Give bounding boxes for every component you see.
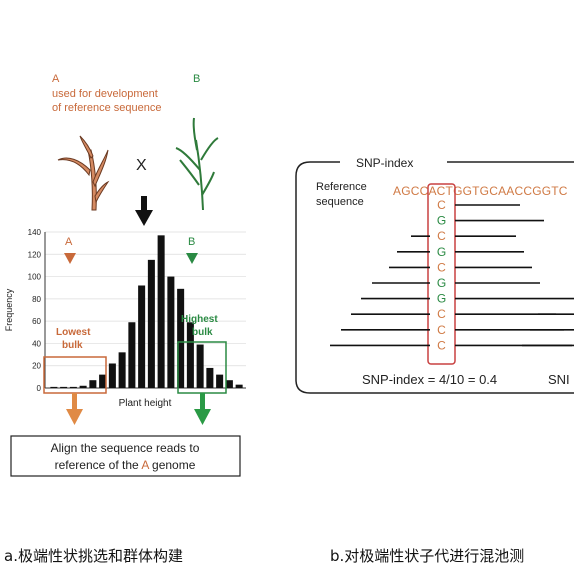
snp-letter: C [437, 307, 446, 321]
align-box-line1: Align the sequence reads to [51, 441, 200, 455]
align-box-line2-post: genome [149, 458, 196, 472]
y-tick-label: 20 [32, 362, 41, 371]
histogram-bar [118, 352, 126, 388]
snp-panel-title: SNP-index [356, 156, 413, 170]
histogram-bar [99, 374, 107, 388]
snp-column-highlight [427, 183, 456, 365]
parent-a-desc-line1: used for development [52, 88, 158, 100]
histogram-bar [60, 386, 68, 388]
histogram-bar [108, 363, 116, 388]
aligned-reads [330, 204, 574, 347]
y-tick-label: 120 [28, 250, 42, 259]
lowest-bulk-arrow [66, 393, 83, 425]
histogram-bar [138, 285, 146, 388]
histogram-bar [50, 386, 58, 388]
histogram-bar [69, 386, 77, 388]
histogram-bar [177, 288, 185, 388]
reference-label-line1: Reference [316, 181, 367, 193]
align-box-line2-a: A [141, 458, 149, 472]
snp-letter: C [437, 323, 446, 337]
snp-letter: C [437, 338, 446, 352]
x-axis-label: Plant height [119, 398, 172, 409]
marker-b-letter: B [188, 236, 195, 248]
snp-index-formula: SNP-index = 4/10 = 0.4 [362, 372, 497, 387]
histogram-bar [216, 374, 224, 388]
histogram-bar [196, 344, 204, 388]
plant-b-illustration [175, 117, 219, 211]
reference-sequence: AGCCACTGGTGCAACCGGTC [393, 184, 568, 198]
histogram-bar [79, 385, 87, 388]
parent-a-letter: A [52, 73, 60, 85]
highest-bulk-line2: bulk [192, 327, 213, 338]
y-tick-label: 60 [32, 317, 41, 326]
cross-down-arrow [135, 196, 153, 226]
snp-letter: G [437, 214, 446, 228]
histogram-bar [235, 384, 243, 388]
cross-symbol: X [136, 157, 147, 174]
align-box-line2: reference of the A genome [55, 458, 196, 472]
snp-letter: G [437, 292, 446, 306]
marker-a-triangle [64, 253, 76, 264]
align-box-line2-pre: reference of the [55, 458, 142, 472]
align-reads-box [10, 435, 241, 477]
plant-height-histogram: Frequency Plant height 0 20 40 60 80 100 120 14… [4, 228, 246, 409]
highest-bulk-arrow [194, 393, 211, 425]
caption-a: a.极端性状挑选和群体构建 [4, 547, 183, 565]
lowest-bulk-line2: bulk [62, 340, 83, 351]
reference-label-line2: sequence [316, 196, 364, 208]
snp-letter: G [437, 245, 446, 259]
highest-bulk-line1: Highest [181, 314, 218, 325]
snp-letter: C [437, 229, 446, 243]
marker-b-triangle [186, 253, 198, 264]
snp-index-formula-cut: SNI [548, 372, 570, 387]
caption-b: b.对极端性状子代进行混池测 [330, 547, 525, 565]
histogram-bar [225, 380, 233, 388]
snp-letter: G [437, 276, 446, 290]
snp-index-panel: SNP-index Reference sequence AGCCACTGGTG… [295, 156, 574, 394]
histogram-bar [167, 276, 175, 388]
histogram-bar [206, 367, 214, 388]
histogram-bar [157, 235, 165, 388]
y-tick-label: 100 [28, 273, 42, 282]
histogram-bar [89, 380, 97, 388]
y-tick-label: 40 [32, 339, 41, 348]
y-tick-label: 80 [32, 295, 41, 304]
histogram-bar [128, 322, 136, 388]
snp-panel-frame [295, 161, 574, 394]
snp-letter: C [437, 198, 446, 212]
marker-a-letter: A [65, 236, 73, 248]
histogram-bar [186, 322, 194, 388]
snp-letter: C [437, 260, 446, 274]
y-axis-label: Frequency [4, 288, 14, 331]
histogram-bar [147, 259, 155, 388]
parent-a-desc-line2: of reference sequence [52, 102, 161, 114]
y-tick-label: 140 [28, 228, 42, 237]
y-tick-label: 0 [37, 384, 42, 393]
plant-a-illustration [57, 135, 110, 211]
parent-b-letter: B [193, 73, 200, 85]
lowest-bulk-line1: Lowest [56, 327, 91, 338]
